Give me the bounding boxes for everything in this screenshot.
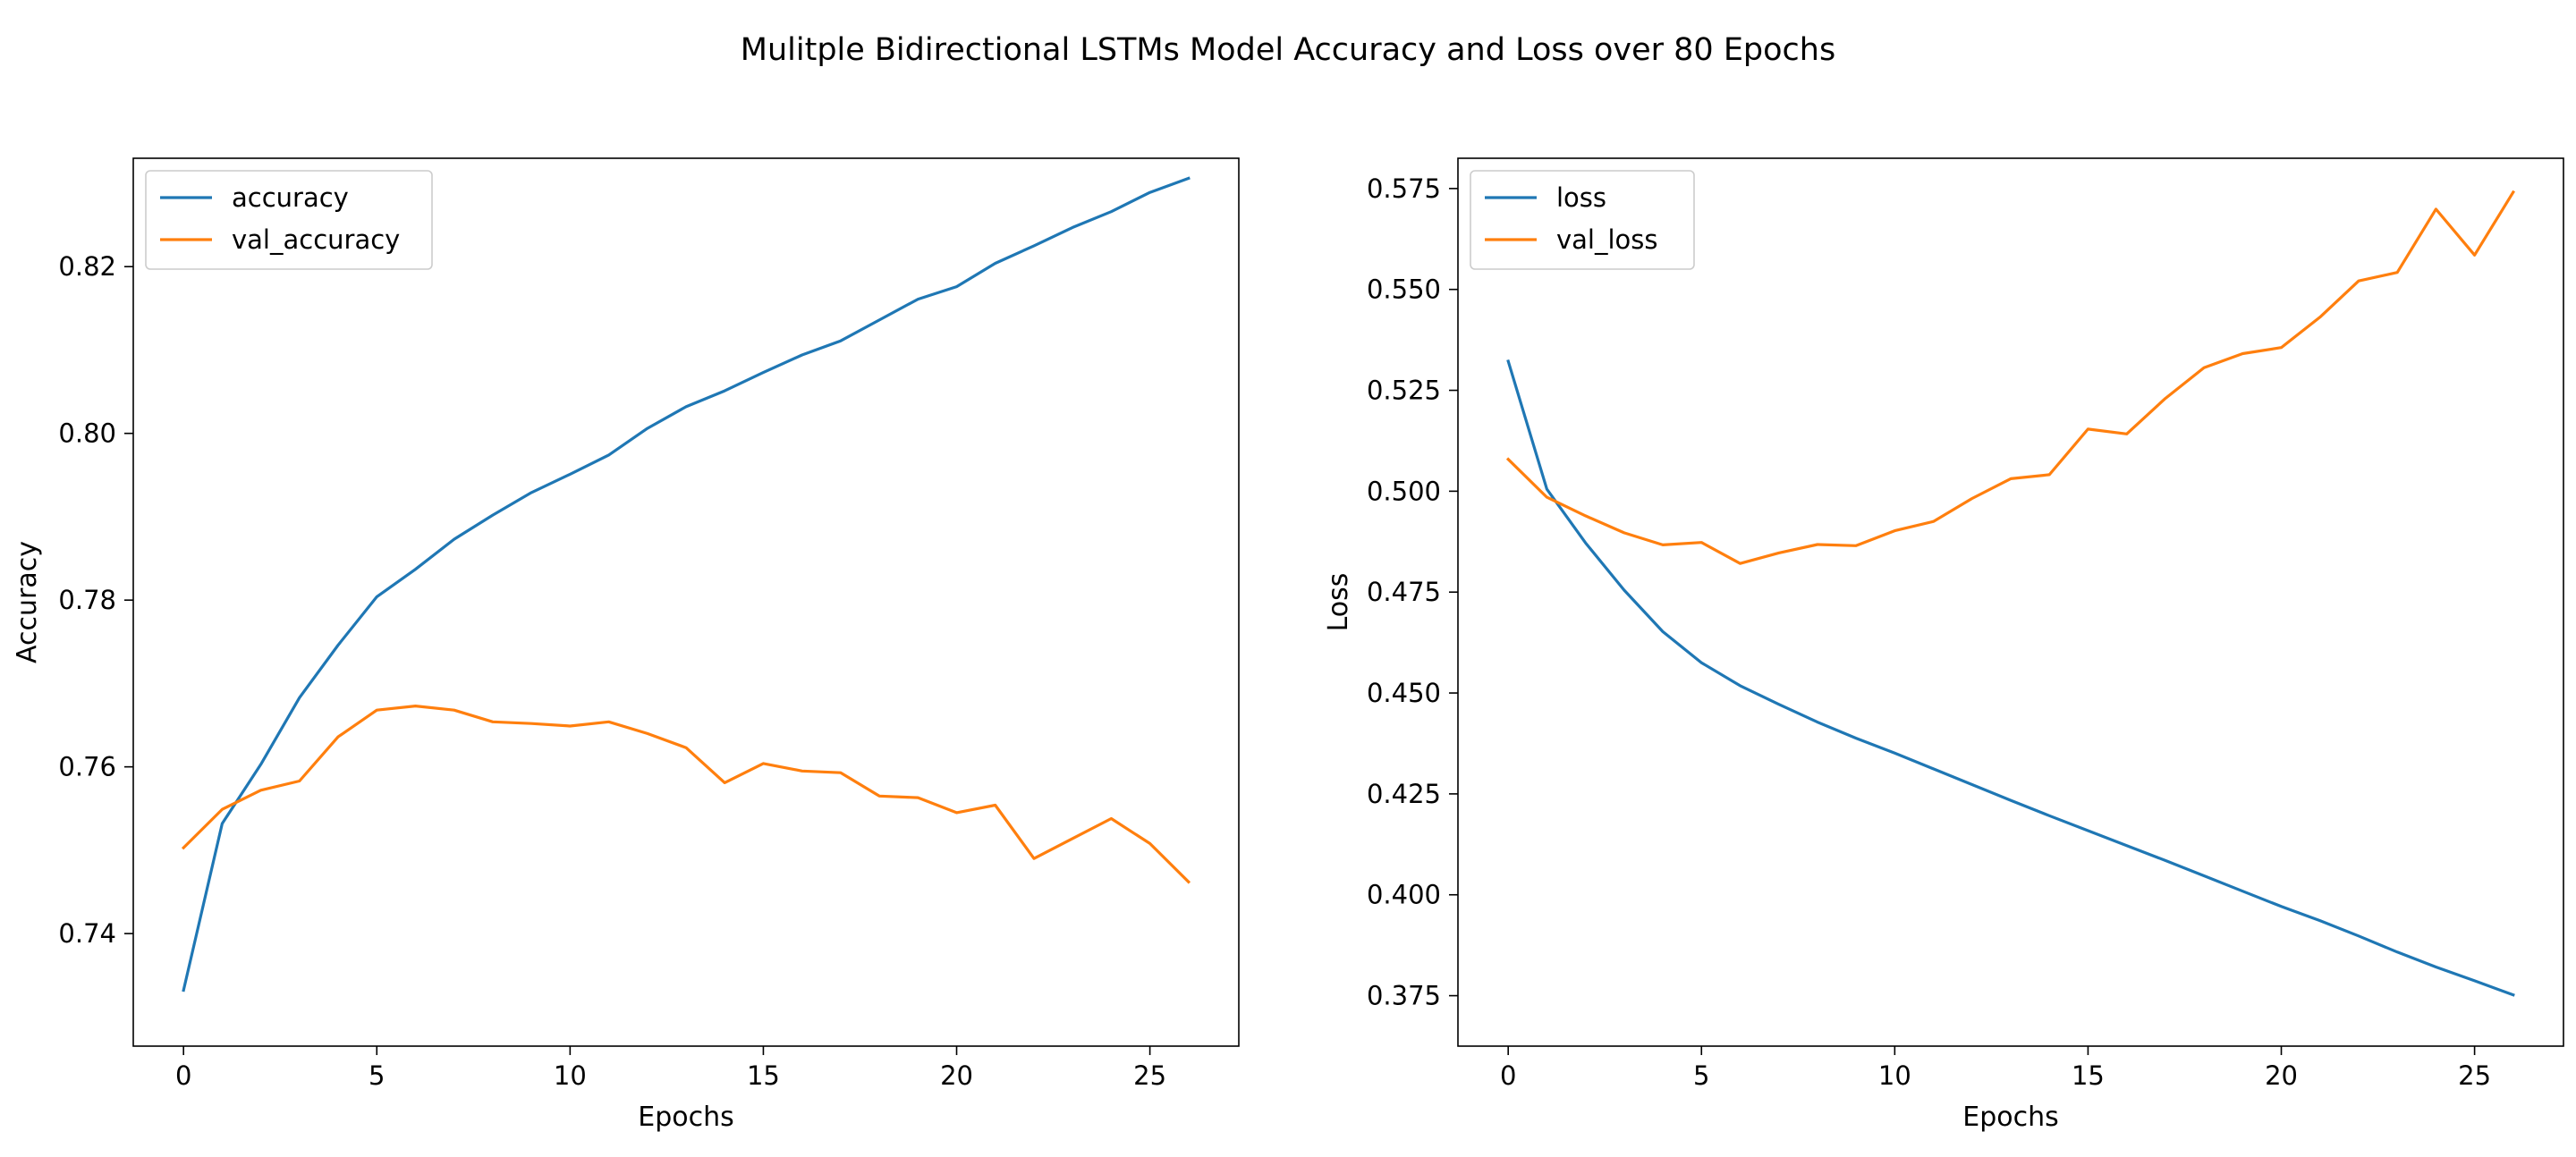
y-tick-label: 0.375: [1367, 981, 1441, 1011]
legend-label-accuracy: accuracy: [232, 182, 349, 213]
y-tick-label: 0.78: [58, 585, 116, 615]
y-tick-label: 0.525: [1367, 376, 1441, 406]
chart-1: 0 5 10 15 20 25 0.74 0.76 0.78 0.80 0.82 Epochs Accu…: [12, 157, 1240, 1133]
y-tick-label: 0.450: [1367, 678, 1441, 708]
y-tick-label: 0.550: [1367, 274, 1441, 305]
x-tick-label: 25: [1133, 1060, 1166, 1091]
series-line-val_loss: [1505, 190, 2516, 565]
x-tick-label: 0: [1500, 1060, 1516, 1091]
series-line-accuracy: [182, 176, 1191, 992]
chart-2: 0 5 10 15 20 25 0.375 0.400 0.425 0.450 0.475 0.500…: [1323, 157, 2564, 1133]
y-tick-label: 0.575: [1367, 173, 1441, 204]
y-tick-label: 0.74: [58, 918, 116, 949]
y-tick-label: 0.76: [58, 752, 116, 782]
x-axis-label: Epochs: [638, 1102, 734, 1133]
axes-frame: [1457, 157, 2564, 1047]
series-line-loss: [1506, 359, 2515, 997]
figure-title: Mulitple Bidirectional LSTMs Model Accur…: [740, 32, 1836, 68]
legend-box: [145, 170, 433, 270]
series-line-val_accuracy: [181, 704, 1191, 884]
y-tick-label: 0.500: [1367, 476, 1441, 506]
y-tick-label: 0.425: [1367, 779, 1441, 809]
x-tick-label: 5: [369, 1060, 385, 1091]
y-tick-label: 0.80: [58, 418, 116, 449]
x-tick-label: 15: [747, 1060, 780, 1091]
x-tick-label: 10: [1878, 1060, 1911, 1091]
x-tick-label: 10: [554, 1060, 587, 1091]
x-tick-label: 5: [1693, 1060, 1709, 1091]
legend-label-val_loss: val_loss: [1556, 224, 1658, 255]
legend: accuracy val_accuracy: [145, 170, 433, 270]
x-tick-label: 25: [2458, 1060, 2491, 1091]
y-tick-label: 0.82: [58, 251, 116, 282]
x-tick-label: 20: [2265, 1060, 2298, 1091]
axes-frame: [132, 157, 1240, 1047]
legend-box: [1470, 170, 1695, 270]
y-axis-label: Accuracy: [12, 541, 43, 663]
x-tick-label: 20: [940, 1060, 973, 1091]
legend-label-loss: loss: [1556, 182, 1606, 213]
legend: loss val_loss: [1470, 170, 1695, 270]
x-tick-label: 0: [175, 1060, 191, 1091]
x-tick-label: 15: [2072, 1060, 2105, 1091]
y-tick-label: 0.475: [1367, 577, 1441, 607]
x-axis-label: Epochs: [1962, 1102, 2059, 1133]
legend-label-val_accuracy: val_accuracy: [232, 224, 400, 255]
y-axis-label: Loss: [1323, 573, 1354, 632]
y-tick-label: 0.400: [1367, 880, 1441, 910]
